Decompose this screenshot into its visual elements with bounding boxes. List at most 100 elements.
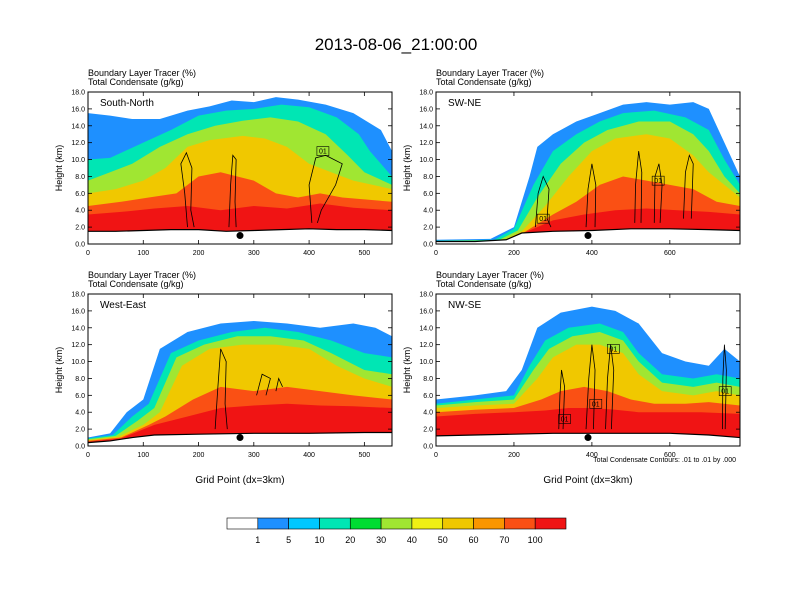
contour-label-box <box>589 398 603 409</box>
colorbar-label: 5 <box>286 535 291 545</box>
panel-title-tracer: Boundary Layer Tracer (%) <box>436 270 544 280</box>
y-tick-label: 2.0 <box>423 225 433 232</box>
y-tick-label: 4.0 <box>423 410 433 417</box>
colorbar-swatch <box>226 517 259 530</box>
condensate-contour <box>180 151 195 228</box>
location-marker <box>236 434 244 442</box>
condensate-contour <box>308 154 343 224</box>
y-tick-label: 10.0 <box>71 157 85 164</box>
colorbar-label: 40 <box>407 535 417 545</box>
y-tick-label: 0.0 <box>75 444 85 451</box>
y-axis-label: Height (km) <box>54 347 64 394</box>
contour-label-box <box>651 175 665 186</box>
panel-cross-section-label: SW-NE <box>448 98 481 109</box>
colorbar-swatch <box>442 517 474 530</box>
x-tick-label: 400 <box>303 452 315 459</box>
location-marker <box>236 232 244 240</box>
colorbar-swatch <box>257 517 289 530</box>
condensate-contour <box>558 369 566 430</box>
contour-label: 01 <box>654 178 662 185</box>
x-tick-label: 200 <box>508 250 520 257</box>
x-tick-label: 300 <box>248 250 260 257</box>
x-tick-label: 500 <box>359 250 371 257</box>
y-tick-label: 12.0 <box>71 342 85 349</box>
panel-title-tracer: Boundary Layer Tracer (%) <box>436 68 544 78</box>
x-tick-label: 600 <box>664 452 676 459</box>
x-tick-label: 200 <box>508 452 520 459</box>
y-tick-label: 6.0 <box>423 191 433 198</box>
x-tick-label: 0 <box>434 250 438 257</box>
x-tick-label: 0 <box>434 452 438 459</box>
panel-cross-section-label: West-East <box>100 300 146 311</box>
colorbar-label: 1 <box>255 535 260 545</box>
y-tick-label: 4.0 <box>423 208 433 215</box>
y-tick-label: 14.0 <box>71 325 85 332</box>
y-tick-label: 16.0 <box>419 308 433 315</box>
colorbar-swatch <box>411 517 444 530</box>
condensate-contour <box>683 154 694 219</box>
colorbar-swatch <box>319 517 351 530</box>
y-tick-label: 0.0 <box>423 242 433 249</box>
x-tick-label: 500 <box>359 452 371 459</box>
y-tick-label: 16.0 <box>71 106 85 113</box>
terrain-line <box>88 228 392 232</box>
x-tick-label: 400 <box>303 250 315 257</box>
y-tick-label: 18.0 <box>71 90 85 97</box>
contour-label: 01 <box>721 389 729 396</box>
location-marker <box>584 434 592 442</box>
terrain-line <box>88 431 392 444</box>
condensate-contour <box>585 163 597 228</box>
y-axis-label: Height (km) <box>402 145 412 192</box>
x-axis-label: Grid Point (dx=3km) <box>543 475 632 486</box>
y-tick-label: 0.0 <box>423 444 433 451</box>
y-tick-label: 10.0 <box>419 157 433 164</box>
y-tick-label: 10.0 <box>419 359 433 366</box>
condensate-contour <box>534 175 552 228</box>
y-tick-label: 2.0 <box>75 225 85 232</box>
y-axis-label: Height (km) <box>402 347 412 394</box>
condensate-contour <box>653 163 663 223</box>
y-tick-label: 16.0 <box>419 106 433 113</box>
y-tick-label: 8.0 <box>423 376 433 383</box>
x-tick-label: 600 <box>664 250 676 257</box>
panel-title-tracer: Boundary Layer Tracer (%) <box>88 270 196 280</box>
panel-0: Boundary Layer Tracer (%)Total Condensat… <box>54 68 393 257</box>
contour-label: 01 <box>561 416 569 423</box>
y-tick-label: 6.0 <box>75 393 85 400</box>
colorbar-label: 30 <box>376 535 386 545</box>
x-tick-label: 400 <box>586 452 598 459</box>
x-tick-label: 100 <box>137 452 149 459</box>
location-marker <box>584 232 592 240</box>
plot-area: 01 01 01 01 <box>436 294 740 446</box>
colorbar-swatch <box>288 517 320 530</box>
panel-2: Boundary Layer Tracer (%)Total Condensat… <box>54 270 393 486</box>
x-axis-label: Grid Point (dx=3km) <box>195 475 284 486</box>
panel-cross-section-label: NW-SE <box>448 300 481 311</box>
y-tick-label: 14.0 <box>419 325 433 332</box>
panel-1: Boundary Layer Tracer (%)Total Condensat… <box>402 68 741 257</box>
y-tick-label: 18.0 <box>71 292 85 299</box>
panel-3: Boundary Layer Tracer (%)Total Condensat… <box>402 270 741 486</box>
y-tick-label: 2.0 <box>75 427 85 434</box>
y-tick-label: 0.0 <box>75 242 85 249</box>
x-tick-label: 400 <box>586 250 598 257</box>
colorbar-label: 50 <box>438 535 448 545</box>
y-tick-label: 12.0 <box>419 342 433 349</box>
x-tick-label: 0 <box>86 250 90 257</box>
condensate-contour <box>585 344 596 430</box>
y-tick-label: 10.0 <box>71 359 85 366</box>
main-title: 2013-08-06_21:00:00 <box>315 35 478 54</box>
y-tick-label: 8.0 <box>75 174 85 181</box>
colorbar-swatch <box>473 517 505 530</box>
colorbar-swatch <box>380 517 413 530</box>
y-tick-label: 8.0 <box>423 174 433 181</box>
contour-label: 01 <box>319 149 327 156</box>
colorbar-label: 10 <box>314 535 324 545</box>
panels-group: Boundary Layer Tracer (%)Total Condensat… <box>54 68 741 486</box>
contour-label: 01 <box>539 216 547 223</box>
y-tick-label: 14.0 <box>419 123 433 130</box>
plot-area <box>88 294 392 446</box>
condensate-contour <box>634 151 643 223</box>
y-tick-label: 4.0 <box>75 410 85 417</box>
